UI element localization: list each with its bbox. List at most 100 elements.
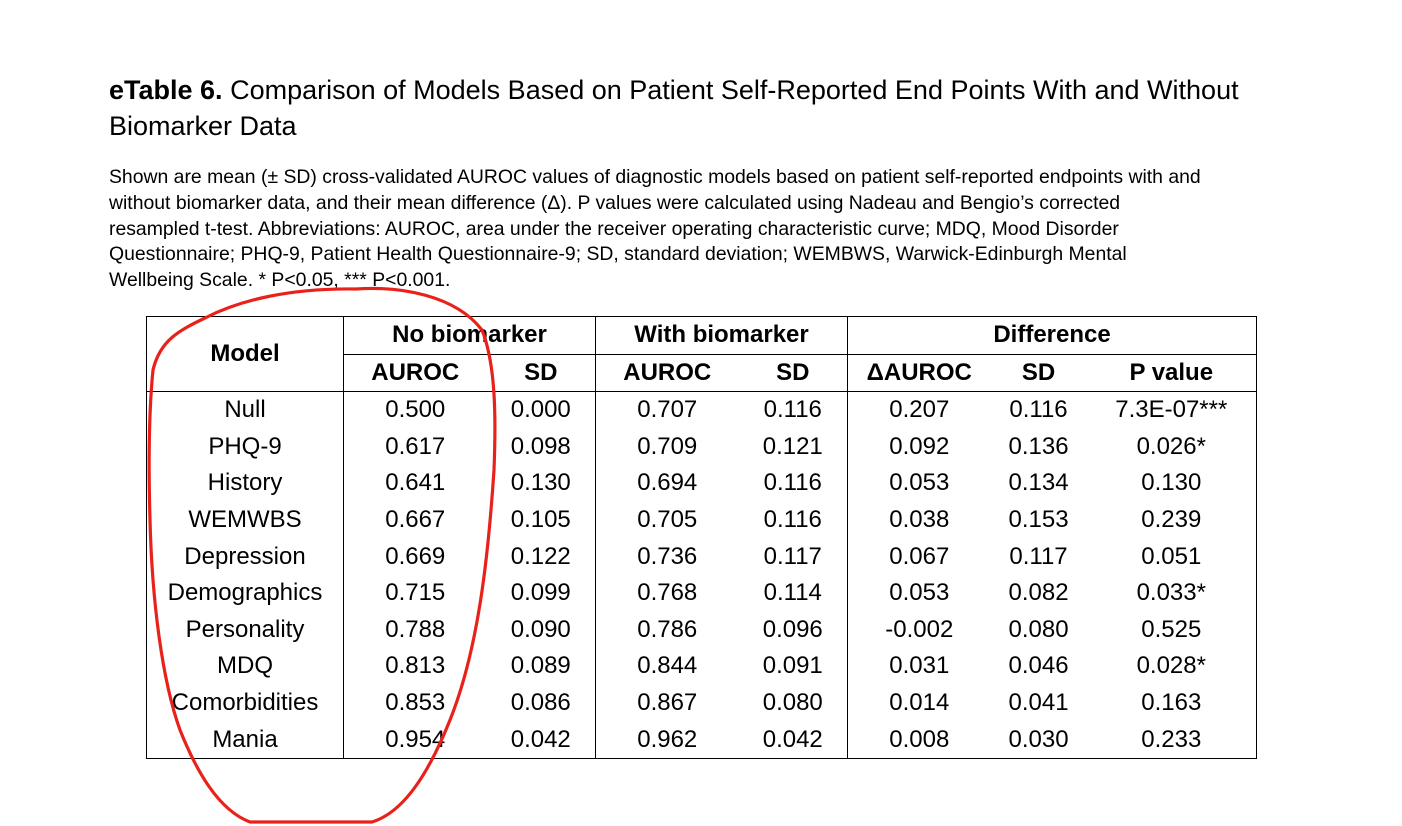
cell-no-biomarker-auroc: 0.667: [343, 501, 487, 539]
cell-no-biomarker-auroc: 0.500: [343, 391, 487, 429]
cell-no-biomarker-sd: 0.000: [510, 396, 571, 424]
cell-no-biomarker-sd: 0.089: [510, 652, 571, 680]
cell-model: Mania: [212, 725, 278, 753]
table-title-text: Comparison of Models Based on Patient Se…: [109, 75, 1239, 141]
table-row: MDQ 0.813 0.089 0.844 0.091 0.031 0.046 0.028*: [147, 648, 1257, 685]
cell-no-biomarker-sd: 0.098: [510, 432, 571, 460]
cell-with-biomarker-sd: 0.042: [762, 725, 823, 753]
table-row: Comorbidities 0.853 0.086 0.867 0.080 0.014 0.…: [147, 684, 1257, 722]
cell-with-biomarker-auroc: 0.736: [595, 538, 739, 576]
cell-with-biomarker-sd: 0.096: [762, 615, 823, 643]
table-title: eTable 6. Comparison of Models Based on …: [109, 72, 1289, 144]
table-row: Mania 0.954 0.042 0.962 0.042 0.008 0.030 0.233: [147, 721, 1257, 759]
cell-p-value: 0.130: [1141, 469, 1202, 497]
cell-delta-auroc: 0.053: [847, 465, 991, 502]
cell-p-value: 0.028*: [1136, 652, 1206, 680]
cell-no-biomarker-sd: 0.086: [510, 688, 571, 716]
cell-delta-auroc: 0.008: [847, 721, 991, 759]
table-title-label: eTable 6.: [109, 75, 223, 105]
cell-model: Personality: [185, 615, 305, 643]
cell-with-biomarker-auroc: 0.844: [595, 648, 739, 685]
table-body: Null 0.500 0.000 0.707 0.116 0.207 0.116 7.3E-0…: [147, 391, 1257, 759]
cell-delta-auroc: 0.067: [847, 538, 991, 576]
cell-p-value: 0.163: [1141, 688, 1202, 716]
cell-difference-sd: 0.030: [1008, 725, 1069, 753]
results-table: Model No biomarker With biomarker Differ…: [146, 316, 1258, 760]
cell-model: Depression: [184, 542, 306, 570]
cell-no-biomarker-sd: 0.130: [510, 469, 571, 497]
cell-p-value: 0.239: [1141, 505, 1202, 533]
caption-line: Shown are mean (± SD) cross-validated AU…: [109, 166, 1201, 188]
header-group-difference: Difference: [847, 316, 1257, 355]
cell-no-biomarker-auroc: 0.954: [343, 721, 487, 759]
table-row: History 0.641 0.130 0.694 0.116 0.053 0.134 0.1…: [147, 465, 1257, 502]
cell-no-biomarker-auroc: 0.641: [343, 465, 487, 502]
cell-p-value: 0.026*: [1136, 432, 1206, 460]
cell-with-biomarker-auroc: 0.707: [595, 391, 739, 429]
cell-difference-sd: 0.117: [1009, 542, 1068, 570]
cell-with-biomarker-sd: 0.080: [762, 688, 823, 716]
cell-difference-sd: 0.116: [1009, 396, 1068, 424]
cell-with-biomarker-auroc: 0.768: [595, 575, 739, 612]
cell-with-biomarker-auroc: 0.962: [595, 721, 739, 759]
cell-with-biomarker-sd: 0.091: [762, 652, 823, 680]
cell-model: MDQ: [217, 652, 273, 680]
cell-model: History: [207, 469, 283, 497]
caption-line: without biomarker data, and their mean d…: [109, 191, 1121, 214]
cell-model: Comorbidities: [171, 688, 319, 716]
header-group-no-biomarker: No biomarker: [343, 316, 596, 355]
subheader-p-value: P value: [1086, 354, 1257, 393]
cell-no-biomarker-sd: 0.105: [510, 505, 571, 533]
cell-with-biomarker-auroc: 0.786: [595, 611, 739, 649]
cell-p-value: 0.525: [1141, 615, 1202, 643]
header-model: Model: [146, 316, 344, 393]
cell-p-value: 7.3E-07***: [1115, 396, 1228, 424]
cell-model: Demographics: [167, 579, 323, 607]
cell-delta-auroc: 0.053: [847, 575, 991, 612]
cell-with-biomarker-sd: 0.116: [763, 505, 822, 533]
cell-model: PHQ-9: [208, 432, 282, 460]
header-group-with-biomarker: With biomarker: [594, 316, 848, 355]
cell-no-biomarker-auroc: 0.788: [343, 611, 487, 649]
cell-delta-auroc: 0.207: [847, 391, 991, 429]
cell-no-biomarker-auroc: 0.813: [343, 648, 487, 685]
cell-no-biomarker-sd: 0.090: [510, 615, 571, 643]
table-row: PHQ-9 0.617 0.098 0.709 0.121 0.092 0.136 0.026…: [147, 428, 1257, 466]
subheader-sd: SD: [486, 354, 596, 393]
cell-delta-auroc: 0.014: [847, 684, 991, 722]
table-row: Personality 0.788 0.090 0.786 0.096 -0.002 0.0…: [147, 611, 1257, 649]
header-row-groups: Model No biomarker With biomarker Differ…: [146, 316, 1257, 393]
table-row: WEMWBS 0.667 0.105 0.705 0.116 0.038 0.153 0.23…: [147, 501, 1257, 539]
table-row: Null 0.500 0.000 0.707 0.116 0.207 0.116 7.3E-0…: [147, 391, 1257, 429]
table-caption: Shown are mean (± SD) cross-validated AU…: [109, 165, 1309, 294]
cell-no-biomarker-auroc: 0.617: [343, 428, 487, 466]
cell-no-biomarker-sd: 0.042: [510, 725, 571, 753]
cell-with-biomarker-auroc: 0.709: [595, 428, 739, 466]
subheader-sd: SD: [738, 354, 848, 393]
cell-no-biomarker-sd: 0.099: [510, 579, 571, 607]
cell-difference-sd: 0.080: [1008, 615, 1069, 643]
cell-difference-sd: 0.153: [1008, 505, 1069, 533]
cell-delta-auroc: -0.002: [847, 611, 991, 649]
table-row: Depression 0.669 0.122 0.736 0.117 0.067 0.117…: [147, 538, 1257, 576]
cell-p-value: 0.233: [1141, 725, 1202, 753]
caption-line: resampled t-test. Abbreviations: AUROC, …: [109, 217, 1119, 240]
cell-with-biomarker-auroc: 0.867: [595, 684, 739, 722]
table-row: Demographics 0.715 0.099 0.768 0.114 0.053 0.0…: [147, 575, 1257, 612]
cell-no-biomarker-auroc: 0.715: [343, 575, 487, 612]
cell-with-biomarker-auroc: 0.694: [595, 465, 739, 502]
cell-with-biomarker-sd: 0.116: [763, 396, 822, 424]
cell-with-biomarker-sd: 0.117: [763, 542, 822, 570]
cell-with-biomarker-sd: 0.121: [762, 432, 823, 460]
cell-no-biomarker-sd: 0.122: [510, 542, 571, 570]
cell-no-biomarker-auroc: 0.853: [343, 684, 487, 722]
cell-delta-auroc: 0.038: [847, 501, 991, 539]
cell-difference-sd: 0.046: [1008, 652, 1069, 680]
cell-delta-auroc: 0.092: [847, 428, 991, 466]
cell-no-biomarker-auroc: 0.669: [343, 538, 487, 576]
cell-difference-sd: 0.041: [1008, 688, 1069, 716]
subheader-auroc: AUROC: [595, 354, 739, 393]
caption-line: Questionnaire; PHQ-9, Patient Health Que…: [109, 243, 1127, 266]
cell-with-biomarker-sd: 0.114: [763, 579, 822, 607]
cell-difference-sd: 0.136: [1008, 432, 1069, 460]
